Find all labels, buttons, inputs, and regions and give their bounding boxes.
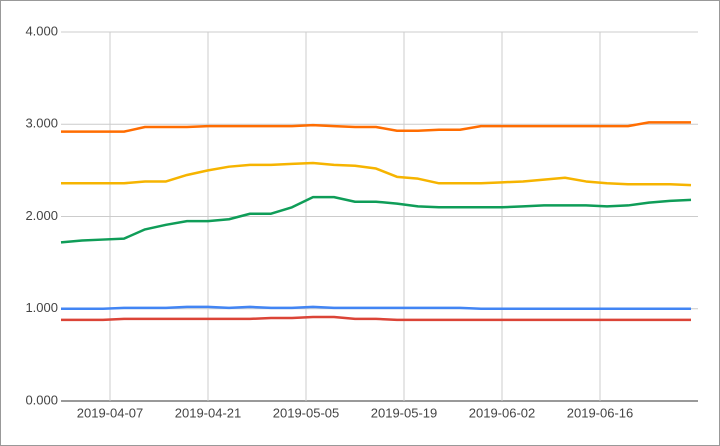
- series-line: [61, 315, 691, 322]
- series-line: [60, 195, 692, 244]
- x-tick-label: 2019-06-16: [567, 405, 634, 420]
- series-line: [61, 121, 691, 133]
- x-tick-label: 2019-04-07: [77, 405, 144, 420]
- y-tick-label: 2.000: [25, 208, 58, 223]
- series-line: [61, 305, 691, 310]
- x-tick-label: 2019-05-05: [273, 405, 340, 420]
- y-tick-label: 0.000: [25, 392, 58, 407]
- y-tick-label: 4.000: [25, 23, 58, 38]
- x-tick-label: 2019-06-02: [469, 405, 536, 420]
- y-tick-label: 3.000: [25, 116, 58, 131]
- y-tick-label: 1.000: [25, 300, 58, 315]
- series-line: [61, 161, 692, 187]
- x-tick-label: 2019-04-21: [175, 405, 242, 420]
- x-tick-label: 2019-05-19: [371, 405, 438, 420]
